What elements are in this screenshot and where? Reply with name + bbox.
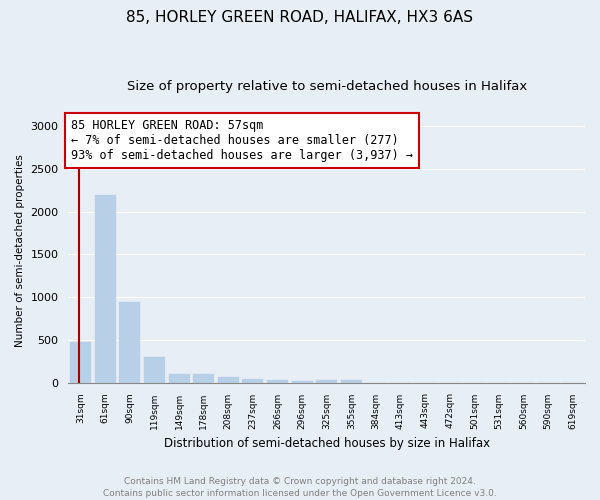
Bar — [144, 356, 165, 382]
Y-axis label: Number of semi-detached properties: Number of semi-detached properties — [15, 154, 25, 346]
Bar — [193, 374, 214, 382]
Bar — [341, 380, 362, 382]
Text: 85 HORLEY GREEN ROAD: 57sqm
← 7% of semi-detached houses are smaller (277)
93% o: 85 HORLEY GREEN ROAD: 57sqm ← 7% of semi… — [71, 119, 413, 162]
Bar — [169, 374, 190, 382]
Bar — [267, 380, 288, 382]
X-axis label: Distribution of semi-detached houses by size in Halifax: Distribution of semi-detached houses by … — [164, 437, 490, 450]
Bar — [218, 378, 239, 382]
Title: Size of property relative to semi-detached houses in Halifax: Size of property relative to semi-detach… — [127, 80, 527, 93]
Bar — [70, 342, 91, 382]
Text: Contains HM Land Registry data © Crown copyright and database right 2024.
Contai: Contains HM Land Registry data © Crown c… — [103, 476, 497, 498]
Bar — [119, 302, 140, 382]
Bar — [95, 194, 116, 382]
Text: 85, HORLEY GREEN ROAD, HALIFAX, HX3 6AS: 85, HORLEY GREEN ROAD, HALIFAX, HX3 6AS — [127, 10, 473, 25]
Bar — [292, 380, 313, 382]
Bar — [316, 380, 337, 382]
Bar — [242, 379, 263, 382]
